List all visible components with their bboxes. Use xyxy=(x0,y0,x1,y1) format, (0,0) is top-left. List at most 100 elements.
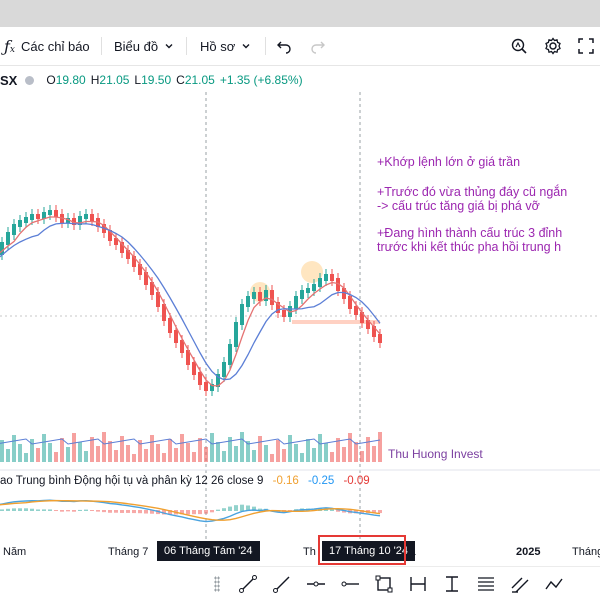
chart-type-button[interactable]: Biểu đồ xyxy=(114,27,174,65)
candle-body xyxy=(108,230,112,241)
candle-body xyxy=(222,362,226,377)
macd-histogram-bar xyxy=(216,509,220,511)
volume-bar xyxy=(54,452,58,462)
volume-bar xyxy=(48,443,52,462)
candle-body xyxy=(0,242,4,255)
level-highlight xyxy=(292,320,380,324)
volume-bar xyxy=(252,450,256,462)
time-axis[interactable]: Năm Tháng 7 06 Tháng Tám '24 Th 17 Tháng… xyxy=(0,540,600,564)
fib-tool[interactable] xyxy=(474,572,498,596)
macd-histogram-bar xyxy=(342,510,346,513)
macd-histogram-bar xyxy=(162,510,166,515)
path-tool[interactable] xyxy=(542,572,566,596)
macd-histogram-bar xyxy=(78,509,82,511)
crosshair-date-tag: 17 Tháng 10 '24 xyxy=(322,541,415,561)
rectangle-tool[interactable] xyxy=(372,572,396,596)
macd-histogram-bar xyxy=(36,509,40,511)
toolbar-divider xyxy=(265,37,266,55)
volume-bar xyxy=(354,442,358,462)
legend-status-dot xyxy=(25,75,35,85)
macd-histogram-bar xyxy=(48,509,52,511)
candle-body xyxy=(354,306,358,315)
volume-bar xyxy=(240,432,244,462)
macd-histogram-bar xyxy=(150,510,154,514)
ray-right-tool[interactable] xyxy=(338,572,362,596)
volume-bar xyxy=(12,435,16,462)
change-value: +1.35 (+6.85%) xyxy=(219,73,303,87)
settings-button[interactable] xyxy=(544,27,562,65)
volume-bar xyxy=(348,433,352,462)
fullscreen-button[interactable] xyxy=(577,27,595,65)
ray-tool[interactable] xyxy=(270,572,294,596)
peak-marker xyxy=(301,261,323,283)
candle-body xyxy=(6,232,10,245)
volume-bar xyxy=(246,441,250,462)
chart-toolbar: ƒx Các chỉ báo Biểu đồ Hồ sơ xyxy=(0,27,600,66)
symbol-label[interactable]: SX xyxy=(0,72,18,88)
candle-body xyxy=(318,278,322,287)
annotation-line: trước khi kết thúc pha hồi trung h xyxy=(377,240,562,254)
profile-button[interactable]: Hồ sơ xyxy=(200,27,251,65)
candle-body xyxy=(306,288,310,293)
drawing-toolbar xyxy=(210,566,600,601)
volume-bar xyxy=(0,440,4,462)
indicators-button[interactable]: ƒx Các chỉ báo xyxy=(4,27,90,65)
volume-bar xyxy=(228,437,232,462)
channel-tool[interactable] xyxy=(508,572,532,596)
volume-bar xyxy=(192,452,196,462)
high-key: H xyxy=(90,73,100,87)
indicators-label: Các chỉ báo xyxy=(21,38,90,54)
macd-histogram-bar xyxy=(42,509,46,511)
date-range-tool[interactable] xyxy=(406,572,430,596)
macd-histogram-bar xyxy=(234,505,238,511)
macd-histogram-bar xyxy=(102,510,106,513)
time-label: Tháng 7 xyxy=(108,546,149,558)
macd-histogram-bar xyxy=(240,504,244,511)
macd-histogram-bar xyxy=(96,510,100,512)
candle-body xyxy=(210,384,214,391)
horizontal-ray-tool[interactable] xyxy=(304,572,328,596)
price-chart[interactable] xyxy=(0,92,600,540)
macd-value: -0.25 xyxy=(308,475,335,487)
candle-body xyxy=(156,292,160,307)
drag-handle-icon[interactable] xyxy=(214,576,220,592)
volume-bar xyxy=(102,432,106,462)
volume-bar xyxy=(270,454,274,462)
macd-histogram-bar xyxy=(132,510,136,514)
trend-line-tool[interactable] xyxy=(236,572,260,596)
undo-button[interactable] xyxy=(276,27,292,65)
chart-type-label: Biểu đồ xyxy=(114,38,159,54)
price-range-tool[interactable] xyxy=(440,572,464,596)
candle-body xyxy=(312,284,316,291)
candle-body xyxy=(54,210,58,217)
candle-body xyxy=(66,218,70,223)
volume-bar xyxy=(234,446,238,462)
redo-button[interactable] xyxy=(310,27,326,65)
volume-ma-line xyxy=(0,438,381,445)
macd-histogram-bar xyxy=(186,510,190,515)
candle-body xyxy=(168,318,172,333)
path-icon xyxy=(545,578,563,590)
candle-body xyxy=(360,312,364,323)
macd-histogram-bar xyxy=(30,508,34,511)
volume-bar xyxy=(138,440,142,462)
candle-body xyxy=(366,320,370,329)
close-value: 21.05 xyxy=(184,73,215,87)
time-label: 1 xyxy=(410,546,417,558)
volume-bar xyxy=(378,432,382,462)
macd-histogram-bar xyxy=(84,509,88,511)
volume-bar xyxy=(60,438,64,462)
macd-histogram-bar xyxy=(228,506,232,511)
volume-bar xyxy=(126,445,130,462)
volume-bar xyxy=(276,440,280,462)
volume-bar xyxy=(66,447,70,462)
macd-histogram-bar xyxy=(168,510,172,515)
volume-bar xyxy=(36,448,40,462)
quick-search-button[interactable] xyxy=(510,27,528,65)
chevron-down-icon xyxy=(242,44,250,49)
volume-bar xyxy=(294,444,298,462)
candle-body xyxy=(216,374,220,387)
volume-bar xyxy=(42,434,46,462)
volume-bar xyxy=(300,453,304,462)
macd-histogram-bar xyxy=(60,510,64,512)
